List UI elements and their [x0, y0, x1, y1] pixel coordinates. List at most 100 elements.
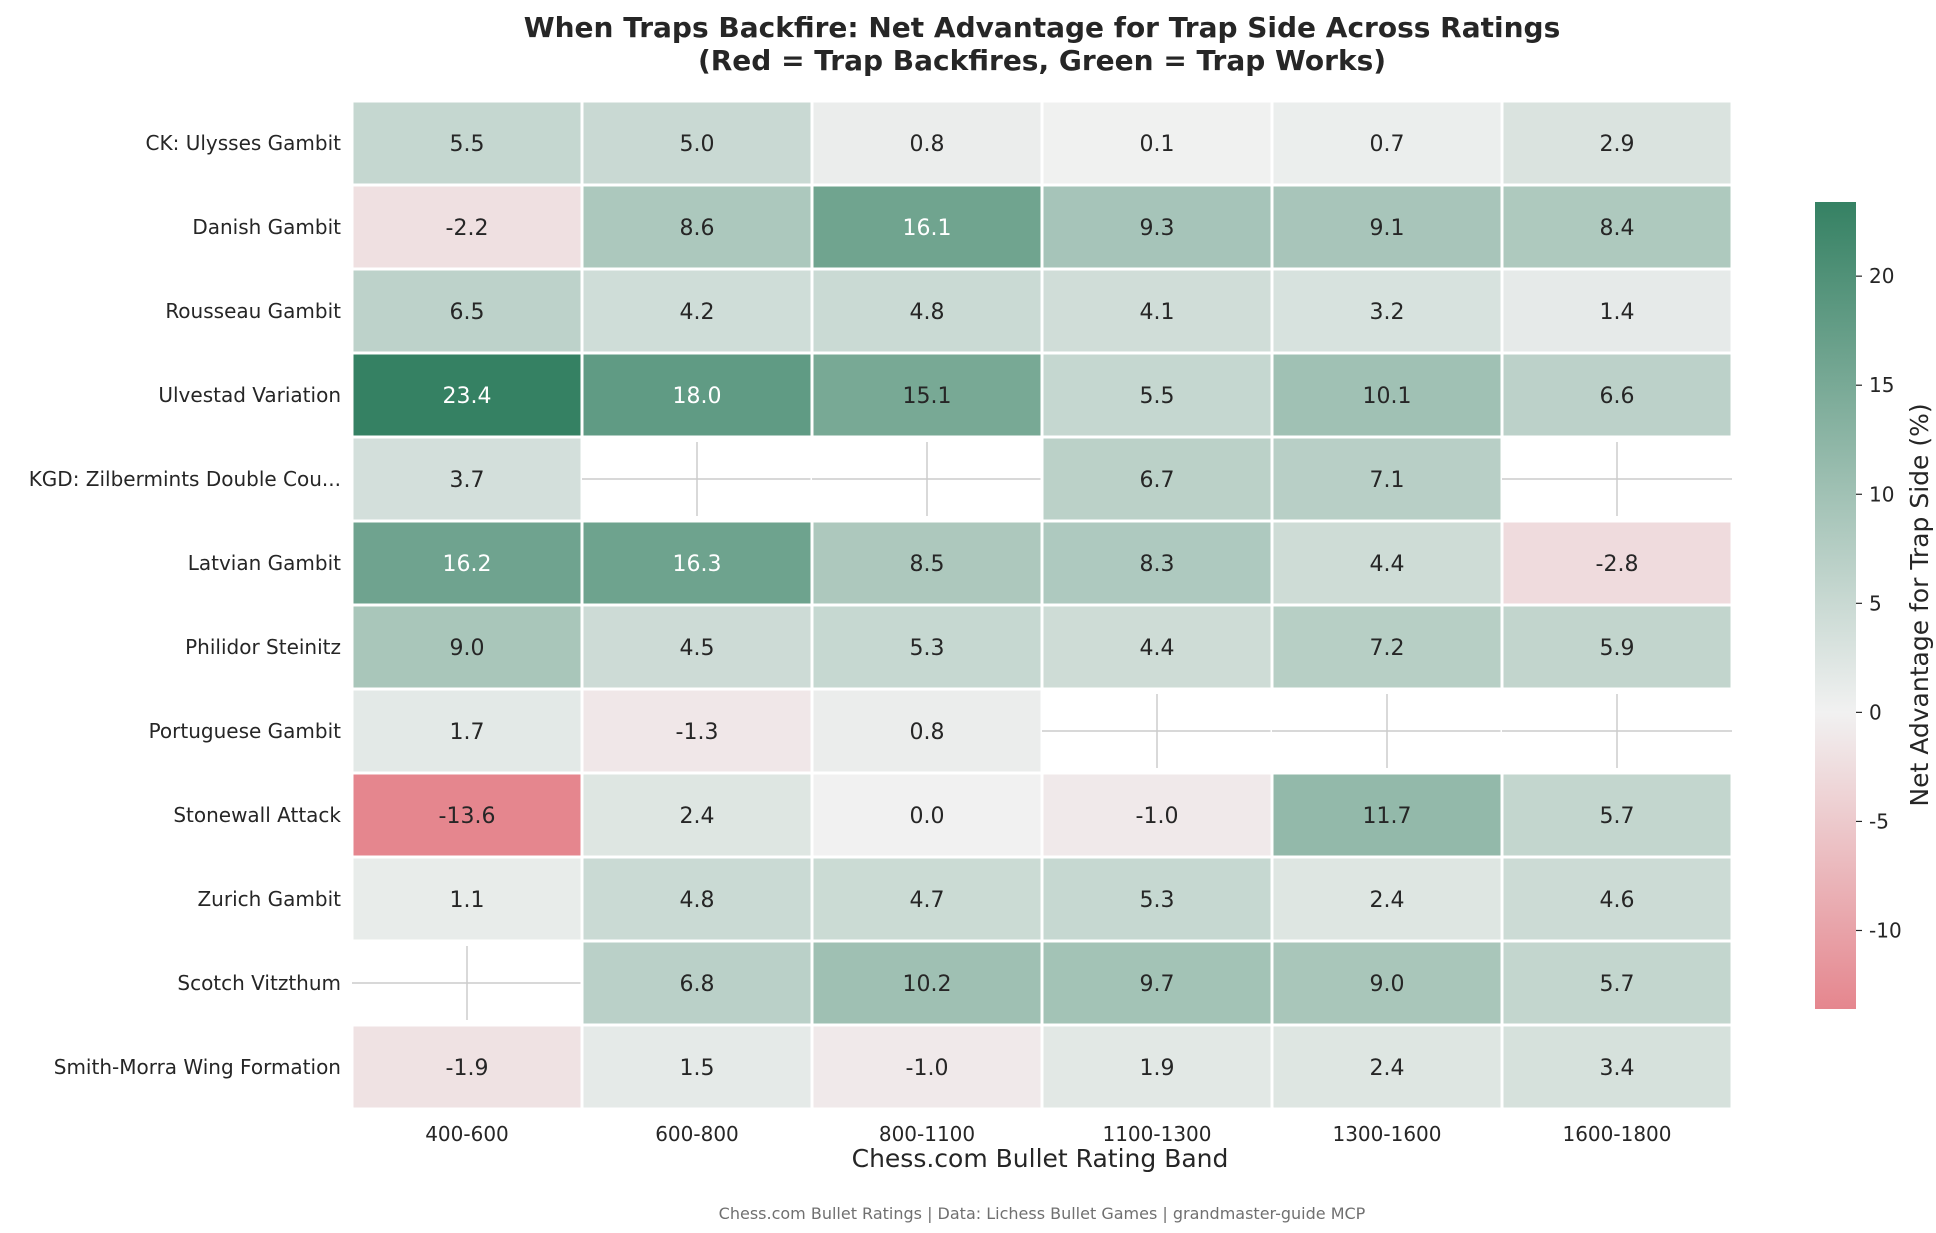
cell-value-label: 6.5 [450, 300, 485, 325]
cell-value-label: 4.6 [1600, 888, 1635, 913]
y-tick-label: Stonewall Attack [173, 803, 341, 827]
x-axis-title: Chess.com Bullet Rating Band [852, 1144, 1229, 1173]
cell-value-label: 1.5 [680, 1056, 715, 1081]
colorbar-title: Net Advantage for Trap Side (%) [1905, 403, 1934, 806]
x-axis-labels: 400-600 600-800 800-1100 1100-1300 1300-1600… [425, 1122, 1671, 1146]
heatmap-cell [350, 519, 584, 607]
heatmap-cell [1270, 351, 1504, 439]
cell-value-label: 3.4 [1600, 1056, 1635, 1081]
cell-value-label: 5.0 [680, 132, 715, 157]
cell-value-label: 4.4 [1370, 552, 1405, 577]
heatmap-cell [580, 603, 814, 691]
cell-value-label: 9.0 [1370, 972, 1405, 997]
cell-value-label: 5.3 [1140, 888, 1175, 913]
cell-value-label: 6.7 [1140, 468, 1175, 493]
y-axis-labels: CK: Ulysses Gambit Danish Gambit Rousseau … [29, 131, 342, 1079]
cell-value-label: 6.6 [1600, 384, 1635, 409]
heatmap-cell [810, 855, 1044, 943]
heatmap-cell [1270, 855, 1504, 943]
heatmap-cells: 5.5 5.0 0.8 0.1 0.7 2.9 -2.2 8.6 16.1 9.3 9.1 8.4 6.… [350, 99, 1734, 1111]
cell-value-label: 0.8 [910, 132, 945, 157]
heatmap-cell-missing [810, 435, 1044, 523]
cell-value-label: 10.2 [903, 972, 952, 997]
cell-value-label: 1.9 [1140, 1056, 1175, 1081]
cell-value-label: 4.4 [1140, 636, 1175, 661]
heatmap-cell [1500, 939, 1734, 1027]
cell-value-label: 8.6 [680, 216, 715, 241]
colorbar-tick-label: 15 [1869, 373, 1894, 397]
heatmap-cell [350, 855, 584, 943]
y-tick-label: Danish Gambit [192, 215, 341, 239]
cell-value-label: 2.4 [680, 804, 715, 829]
heatmap-cell-missing [1500, 435, 1734, 523]
heatmap-cell-missing [1040, 687, 1274, 775]
cell-value-label: -2.8 [1596, 552, 1639, 577]
cell-value-label: 10.1 [1363, 384, 1412, 409]
heatmap-cell [1040, 855, 1274, 943]
heatmap-cell [1270, 939, 1504, 1027]
heatmap-cell [1040, 183, 1274, 271]
cell-value-label: 4.2 [680, 300, 715, 325]
cell-value-label: 9.0 [450, 636, 485, 661]
heatmap-cell [1270, 435, 1504, 523]
heatmap-cell [1270, 267, 1504, 355]
cell-value-label: 5.5 [450, 132, 485, 157]
cell-value-label: 16.1 [903, 216, 952, 241]
cell-value-label: 16.2 [443, 552, 492, 577]
cell-value-label: 1.7 [450, 720, 485, 745]
heatmap-cell [1270, 603, 1504, 691]
heatmap-cell [810, 939, 1044, 1027]
x-tick-label: 1300-1600 [1332, 1122, 1441, 1146]
colorbar-tick-label: 0 [1869, 700, 1882, 724]
heatmap-cell [580, 351, 814, 439]
colorbar-tick-label: 5 [1869, 591, 1882, 615]
cell-value-label: 5.9 [1600, 636, 1635, 661]
heatmap-cell [1500, 183, 1734, 271]
cell-value-label: 18.0 [673, 384, 722, 409]
cell-value-label: 1.4 [1600, 300, 1635, 325]
heatmap-cell [1500, 1023, 1734, 1111]
heatmap-cell [810, 519, 1044, 607]
cell-value-label: 4.7 [910, 888, 945, 913]
heatmap-cell [580, 519, 814, 607]
y-tick-label: Scotch Vitzthum [177, 971, 341, 995]
cell-value-label: 9.1 [1370, 216, 1405, 241]
heatmap-cell [1040, 351, 1274, 439]
cell-value-label: 0.0 [910, 804, 945, 829]
y-tick-label: Rousseau Gambit [165, 299, 341, 323]
y-tick-label: Ulvestad Variation [158, 383, 341, 407]
heatmap-cell [1270, 1023, 1504, 1111]
heatmap-cell [810, 687, 1044, 775]
heatmap-cell [810, 351, 1044, 439]
x-tick-label: 1100-1300 [1102, 1122, 1211, 1146]
colorbar-tick-label: 20 [1869, 264, 1894, 288]
heatmap-cell [350, 603, 584, 691]
colorbar-tick-label: 10 [1869, 482, 1894, 506]
heatmap-cell [1040, 771, 1274, 859]
x-tick-label: 600-800 [655, 1122, 739, 1146]
heatmap-cell [350, 351, 584, 439]
heatmap-cell [580, 99, 814, 187]
heatmap-cell-missing [1270, 687, 1504, 775]
cell-value-label: 7.2 [1370, 636, 1405, 661]
cell-value-label: -2.2 [446, 216, 489, 241]
cell-value-label: 15.1 [903, 384, 952, 409]
heatmap-cell [580, 183, 814, 271]
heatmap-cell [1040, 603, 1274, 691]
heatmap-cell [1040, 435, 1274, 523]
cell-value-label: 4.8 [910, 300, 945, 325]
y-tick-label: KGD: Zilbermints Double Cou... [29, 467, 341, 491]
cell-value-label: 11.7 [1363, 804, 1412, 829]
heatmap-cell [1500, 519, 1734, 607]
x-tick-label: 800-1100 [879, 1122, 975, 1146]
cell-value-label: -1.9 [446, 1056, 489, 1081]
colorbar [1815, 202, 1856, 1009]
cell-value-label: 9.3 [1140, 216, 1175, 241]
heatmap-cell [350, 99, 584, 187]
chart-title-line1: When Traps Backfire: Net Advantage for T… [524, 11, 1561, 44]
chart-footer: Chess.com Bullet Ratings | Data: Lichess… [719, 1204, 1366, 1223]
heatmap-cell [580, 267, 814, 355]
heatmap-cell-missing [580, 435, 814, 523]
cell-value-label: 16.3 [673, 552, 722, 577]
heatmap-cell [1040, 939, 1274, 1027]
